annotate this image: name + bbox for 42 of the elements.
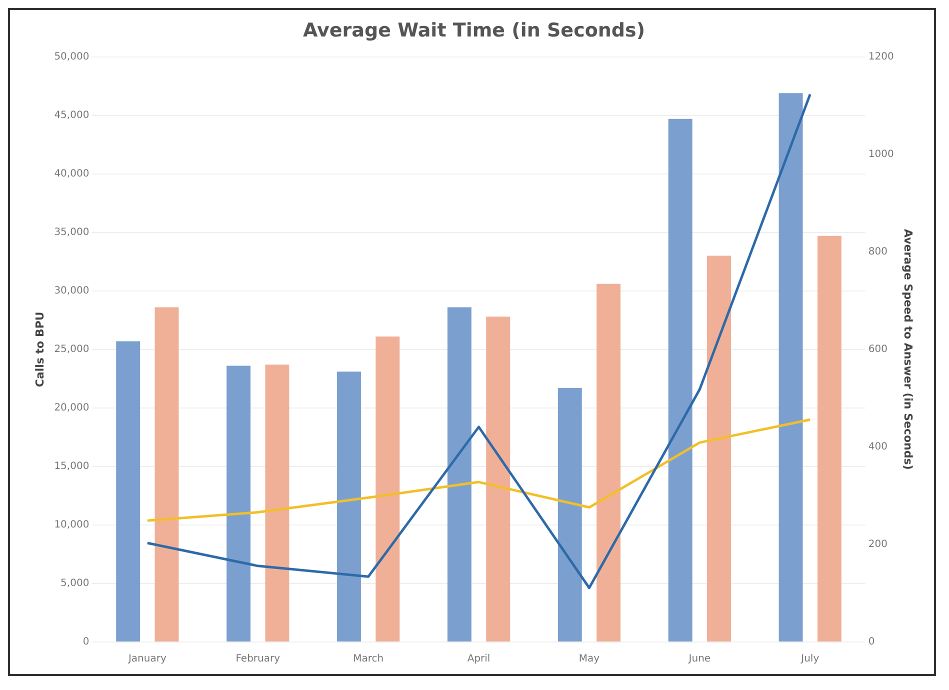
bar <box>265 364 290 642</box>
y-tick-label: 0 <box>82 636 90 648</box>
y-tick-label: 45,000 <box>54 110 90 121</box>
bar <box>447 307 472 642</box>
x-tick-label: April <box>467 654 490 665</box>
y2-tick-label: 200 <box>868 539 888 550</box>
bar <box>154 307 179 642</box>
bar <box>486 316 510 642</box>
y-tick-label: 30,000 <box>54 285 90 296</box>
y-tick-label: 20,000 <box>54 402 90 414</box>
x-tick-label: February <box>236 654 280 665</box>
bar <box>778 93 803 642</box>
y-tick-label: 10,000 <box>54 520 90 531</box>
bar <box>817 236 842 642</box>
bar <box>596 284 621 642</box>
y2-tick-label: 1200 <box>868 51 894 62</box>
y-tick-label: 5,000 <box>60 578 90 590</box>
y2-tick-label: 800 <box>868 246 888 258</box>
bar <box>226 366 251 642</box>
y-tick-label: 25,000 <box>54 344 90 355</box>
bar <box>116 341 140 642</box>
bar <box>668 118 692 642</box>
bar <box>707 256 731 642</box>
y-tick-label: 40,000 <box>54 168 90 180</box>
y2-tick-label: 400 <box>868 442 888 453</box>
y2-tick-label: 1000 <box>868 148 894 160</box>
x-tick-label: January <box>127 654 166 665</box>
chart-title: Average Wait Time (in Seconds) <box>302 19 646 42</box>
bar <box>376 336 400 642</box>
y2-tick-label: 600 <box>868 344 888 355</box>
y2-tick-label: 0 <box>868 636 875 648</box>
x-tick-label: May <box>578 654 600 665</box>
y-tick-label: 35,000 <box>54 226 90 238</box>
y2-axis-title: Average Speed to Answer (in Seconds) <box>902 229 915 470</box>
bar <box>558 388 582 642</box>
x-tick-label: March <box>353 654 384 665</box>
y-axis-title: Calls to BPU <box>33 312 46 388</box>
y-tick-label: 50,000 <box>54 51 90 62</box>
bar <box>337 372 361 642</box>
x-tick-label: June <box>688 654 711 665</box>
y-tick-label: 15,000 <box>54 461 90 472</box>
x-tick-label: July <box>800 654 820 665</box>
